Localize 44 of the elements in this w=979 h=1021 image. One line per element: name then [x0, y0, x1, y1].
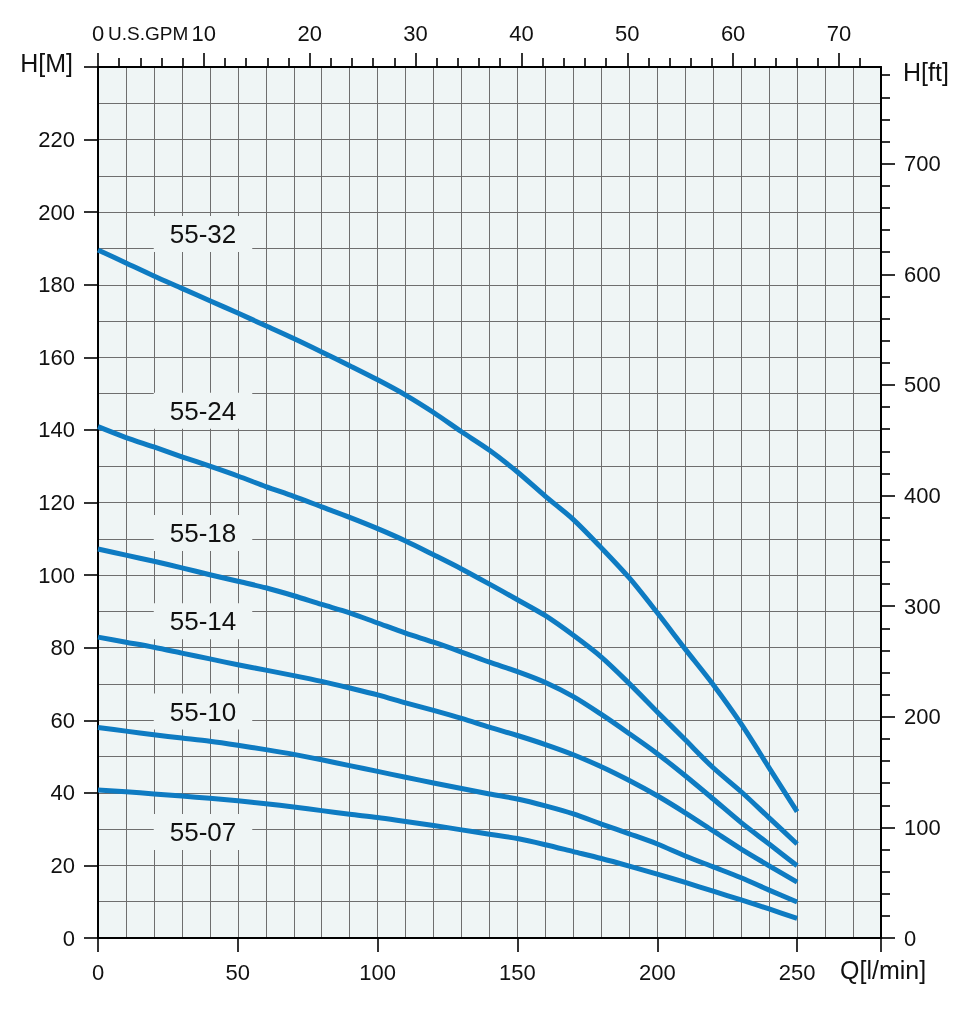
y-tick-label: 160	[38, 344, 75, 370]
y2-tick-label: 700	[904, 151, 941, 177]
x2-tick-label: 60	[720, 20, 746, 46]
y2-tick-label: 400	[904, 483, 941, 509]
x2-tick-label: 70	[826, 20, 852, 46]
y2-tick-label: 500	[904, 372, 941, 398]
x2-tick-label: 10	[191, 20, 217, 46]
x-tick-label: 50	[225, 959, 251, 985]
x-tick-label: 0	[91, 959, 105, 985]
x2-axis-title: U.S.GPM	[108, 22, 189, 44]
series-label: 55-07	[169, 816, 237, 847]
series-label: 55-24	[169, 395, 237, 426]
x2-tick-label: 50	[615, 20, 640, 46]
y-axis-title: H[M]	[20, 49, 73, 77]
series-label: 55-18	[169, 517, 237, 548]
y-tick-label: 60	[50, 707, 75, 733]
y-tick-label: 40	[50, 780, 75, 806]
x2-tick-label: 0	[91, 20, 105, 46]
x2-tick-label: 20	[297, 20, 322, 46]
y2-tick-label: 200	[904, 704, 941, 730]
x-tick-label: 250	[778, 959, 816, 985]
y-tick-label: 180	[38, 272, 75, 298]
series-label: 55-10	[169, 696, 237, 727]
y-tick-label: 0	[62, 925, 75, 951]
y-tick-label: 220	[38, 127, 75, 153]
x-tick-label: 200	[638, 959, 676, 985]
y-tick-label: 100	[38, 562, 75, 588]
y-tick-label: 120	[38, 490, 75, 515]
x-axis-title: Q[l/min]	[840, 956, 927, 984]
y-tick-label: 20	[50, 852, 75, 878]
series-label: 55-32	[169, 218, 237, 249]
y2-tick-label: 300	[904, 593, 941, 619]
x2-tick-label: 30	[403, 20, 428, 46]
x-tick-label: 150	[499, 959, 536, 985]
x2-tick-label: 40	[509, 20, 534, 46]
y-tick-label: 140	[38, 417, 75, 443]
x-tick-label: 100	[359, 959, 396, 985]
y-tick-label: 80	[50, 635, 75, 661]
y2-tick-label: 600	[904, 261, 941, 287]
series-label: 55-14	[169, 606, 237, 637]
y2-tick-label: 0	[904, 925, 917, 951]
y2-tick-label: 100	[904, 814, 941, 840]
y2-axis-title: H[ft]	[903, 58, 949, 86]
y-tick-label: 200	[38, 199, 75, 225]
